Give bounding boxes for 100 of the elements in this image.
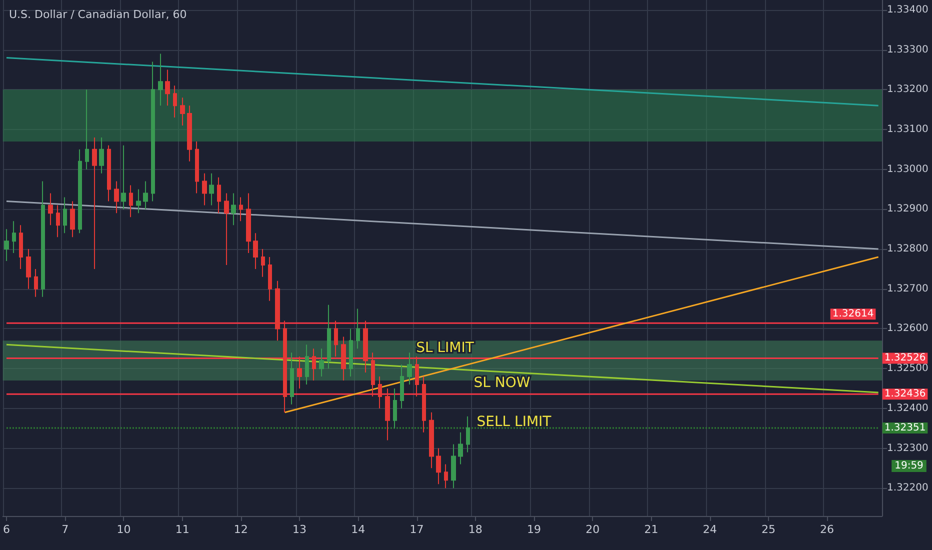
candlestick — [41, 180, 45, 298]
candlestick — [363, 320, 368, 374]
y-tick-label: 1.32400 — [887, 402, 928, 414]
candlestick — [217, 176, 221, 214]
y-tick-label: 1.32300 — [887, 442, 928, 454]
candlestick — [305, 344, 309, 386]
y-tick-label: 1.32700 — [887, 283, 928, 294]
y-tick-label: 1.32500 — [887, 363, 928, 374]
candlestick — [261, 248, 265, 278]
candlestick — [422, 376, 426, 433]
candlestick — [378, 376, 382, 409]
candlestick — [349, 328, 353, 378]
candlestick — [415, 356, 419, 397]
text: U.S. Dollar / Canadian Dollar, 60 — [9, 8, 187, 21]
candlestick — [158, 53, 163, 106]
candlestick — [129, 184, 133, 218]
ref-line-label: 1.32436 — [884, 388, 926, 400]
candlestick — [4, 228, 9, 262]
y-tick-label: 1.33300 — [887, 44, 928, 56]
candlestick — [202, 172, 207, 206]
candlestick — [143, 180, 148, 210]
x-tick-label: 18 — [468, 523, 482, 536]
y-tick-label: 1.32600 — [887, 323, 928, 334]
candlestick — [165, 69, 170, 106]
y-tick-label: 1.33000 — [887, 164, 928, 175]
candlestick — [407, 352, 412, 386]
candlestick — [253, 232, 258, 270]
ref-line-label: 1.32351 — [884, 422, 926, 434]
candlestick — [12, 220, 16, 254]
candlestick — [458, 432, 463, 465]
x-tick-label: 12 — [234, 523, 248, 536]
candlestick — [114, 180, 119, 214]
candlestick — [26, 248, 31, 290]
candlestick — [283, 320, 287, 413]
candlestick — [48, 192, 53, 226]
candlestick — [327, 304, 331, 370]
candlestick — [92, 136, 97, 270]
candlestick — [371, 352, 375, 397]
candlestick — [400, 364, 404, 409]
text: 19:59 — [894, 460, 924, 472]
y-tick-label: 1.33200 — [887, 84, 928, 96]
candlestick — [451, 444, 456, 489]
ref-line-label: 1.32614 — [832, 308, 874, 320]
candlestick — [70, 200, 75, 238]
candlestick — [319, 348, 324, 378]
candlestick — [312, 348, 316, 382]
x-tick-label: 6 — [2, 523, 10, 536]
x-tick-label: 7 — [62, 523, 69, 536]
x-tick-label: 25 — [761, 523, 776, 536]
candlestick — [268, 256, 272, 302]
x-tick-label: 20 — [586, 523, 600, 536]
y-tick-label: 1.33400 — [887, 4, 928, 16]
candlestick — [385, 388, 390, 441]
candlestick — [136, 188, 141, 214]
candlestick — [444, 464, 448, 489]
candlestick — [99, 136, 104, 174]
candlestick — [356, 308, 360, 350]
candlestick — [121, 144, 126, 210]
candlestick — [56, 204, 60, 238]
candlestick — [151, 61, 155, 202]
y-tick-label: 1.32200 — [887, 482, 928, 494]
x-tick-label: 21 — [644, 523, 658, 536]
annotation: SELL LIMIT — [476, 414, 552, 430]
candlestick — [466, 416, 470, 453]
candlestick — [436, 448, 441, 485]
candlestick — [78, 148, 82, 234]
annotation: SL LIMIT — [416, 340, 474, 356]
annotation: SL NOW — [474, 375, 530, 391]
candlestick — [187, 105, 192, 162]
candlestick — [341, 336, 346, 382]
candlestick — [224, 192, 229, 266]
candlestick — [393, 388, 397, 429]
x-tick-label: 24 — [702, 523, 717, 536]
x-tick-label: 17 — [410, 523, 424, 536]
y-tick-label: 1.32800 — [887, 244, 928, 255]
candlestick — [246, 192, 251, 254]
x-tick-label: 13 — [292, 523, 307, 536]
candlestick — [429, 412, 434, 469]
candlestick — [290, 352, 294, 405]
candlestick — [297, 356, 302, 389]
candlestick — [19, 224, 23, 270]
candlestick — [195, 140, 199, 194]
x-tick-label: 11 — [175, 523, 190, 536]
ref-line-label: 1.32526 — [884, 352, 926, 364]
x-tick-label: 19 — [526, 523, 541, 536]
candlestick — [85, 89, 89, 170]
candlestick — [209, 172, 214, 206]
x-tick-label: 26 — [820, 523, 834, 536]
candlestick — [334, 320, 338, 358]
candlestick — [231, 192, 236, 226]
candlestick — [63, 196, 67, 234]
x-tick-label: 10 — [116, 523, 131, 536]
x-tick-label: 14 — [351, 523, 366, 536]
candlestick — [180, 97, 185, 126]
candlestick — [34, 268, 38, 298]
candlestick — [239, 196, 243, 222]
y-tick-label: 1.33100 — [887, 124, 928, 135]
candlestick — [275, 280, 280, 342]
candlestick — [173, 85, 177, 118]
y-tick-label: 1.32900 — [887, 204, 928, 215]
